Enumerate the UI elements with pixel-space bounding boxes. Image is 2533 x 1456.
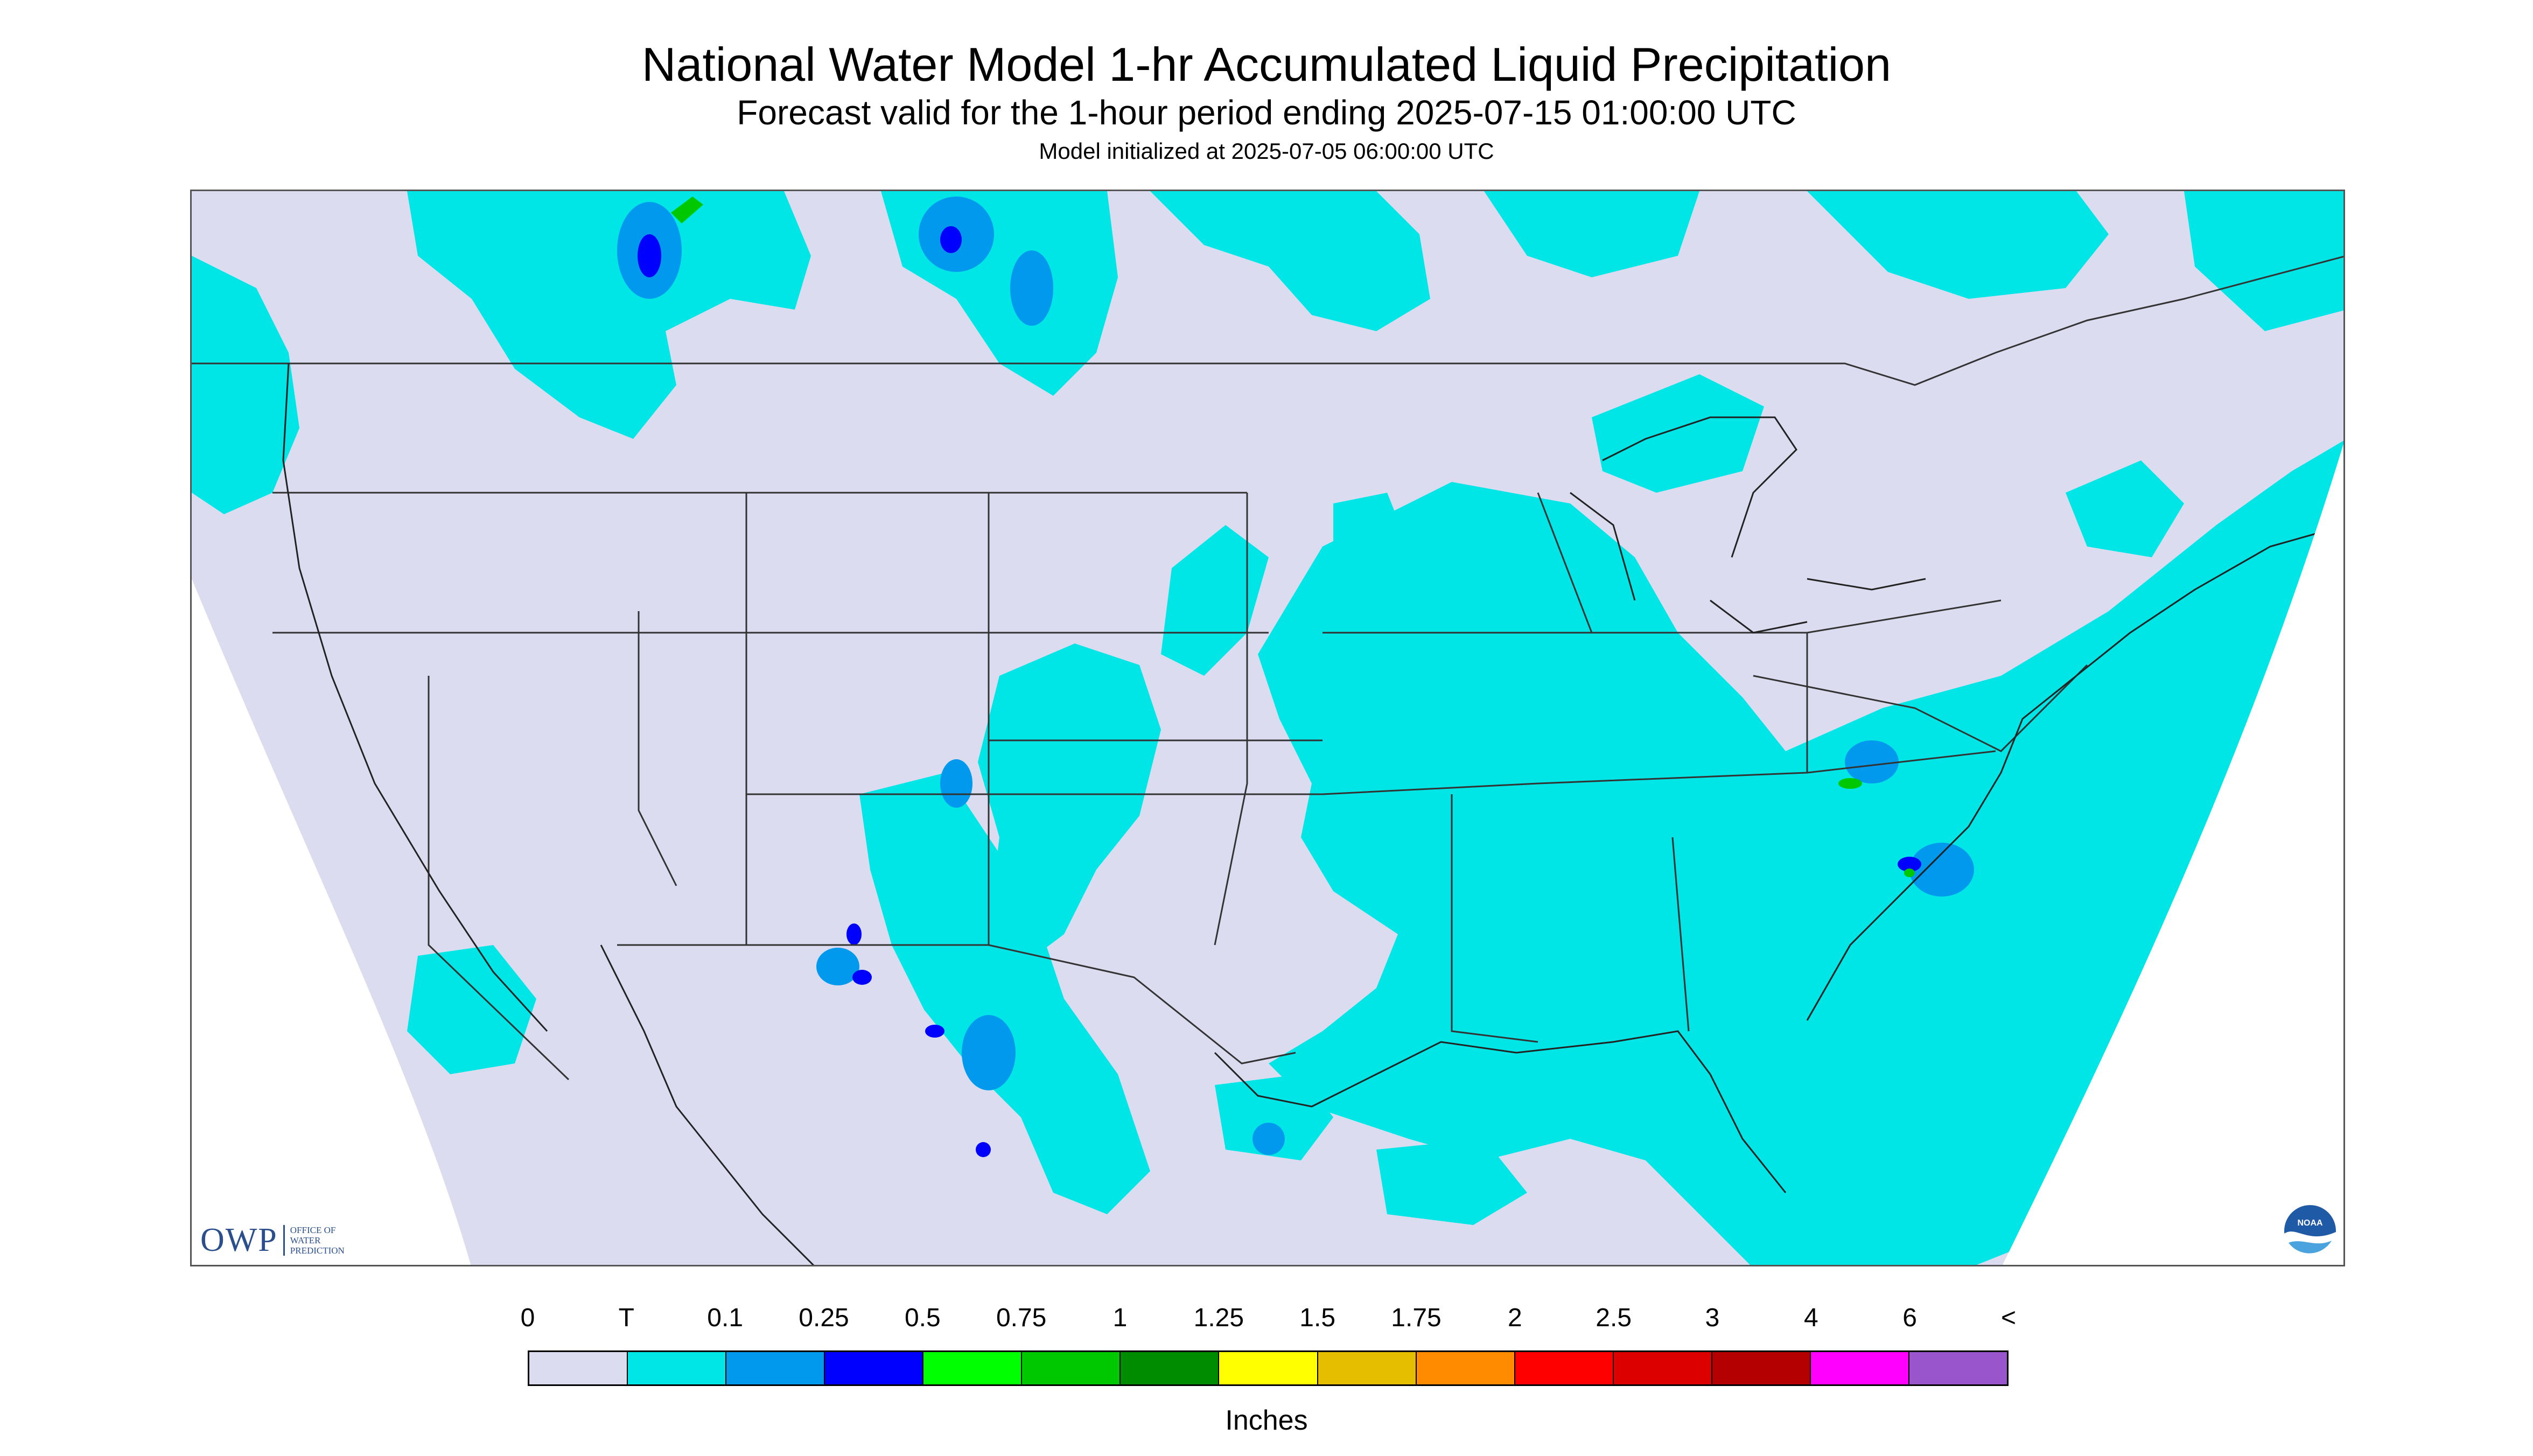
coastlines [282,363,2343,1265]
legend-swatch [726,1352,825,1384]
legend-swatch [1022,1352,1121,1384]
legend-label: 3 [1705,1304,1720,1332]
moderate-precip-areas [638,226,1921,1157]
legend-swatch [529,1352,628,1384]
legend-color-bar [528,1350,2009,1386]
legend-swatch [1810,1352,1909,1384]
legend-swatch [1712,1352,1811,1384]
owp-logo-mark: OWP [200,1221,278,1258]
legend-swatch [1515,1352,1614,1384]
legend-label: 1.5 [1299,1304,1336,1332]
legend-label: T [618,1304,634,1332]
legend-swatch [825,1352,924,1384]
map-canvas [192,191,2343,1265]
heavy-precip-cores [671,197,1915,877]
map-title: National Water Model 1-hr Accumulated Li… [641,38,1892,91]
legend-units: Inches [1225,1405,1308,1436]
legend-label: 1.25 [1193,1304,1244,1332]
legend-swatch [628,1352,727,1384]
legend-swatch [1121,1352,1220,1384]
legend-swatch [1318,1352,1417,1384]
trace-precip-areas [192,191,2343,1265]
owp-logo-line-3: PREDICTION [290,1245,345,1256]
legend-label: 0.25 [799,1304,849,1332]
legend-swatch [923,1352,1023,1384]
legend-label: 0 [520,1304,535,1332]
precip-layer [192,191,2343,1265]
political-borders [192,255,2343,1081]
owp-logo-line-2: WATER [290,1235,321,1245]
legend-label: 4 [1803,1304,1818,1332]
legend-label: 1.75 [1391,1304,1442,1332]
owp-logo: OWP OFFICE OF WATER PREDICTION [200,1221,355,1259]
legend-label: 0.1 [707,1304,744,1332]
legend-label: 2.5 [1596,1304,1632,1332]
noaa-logo-icon: NOAA [2283,1204,2337,1262]
legend-labels: 0 T 0.1 0.25 0.5 0.75 1 1.25 1.5 1.75 2 2.5 3 4 6 < [0,1303,2533,1335]
noaa-logo-text: NOAA [2297,1219,2323,1228]
legend-label: 0.75 [996,1304,1047,1332]
legend-swatch [1909,1352,2007,1384]
legend-label: 0.5 [904,1304,941,1332]
owp-logo-line-1: OFFICE OF [290,1224,336,1235]
legend-label: 2 [1507,1304,1522,1332]
legend-swatch [1613,1352,1712,1384]
legend-label: < [2000,1304,2017,1332]
model-init-text: Model initialized at 2025-07-05 06:00:00… [1039,138,1494,164]
precipitation-map [190,190,2345,1266]
legend-label: 6 [1902,1304,1918,1332]
legend-swatch [1219,1352,1318,1384]
forecast-valid-subtitle: Forecast valid for the 1-hour period end… [737,93,1796,132]
legend-swatch [1416,1352,1515,1384]
owp-logo-text: OFFICE OF WATER PREDICTION [283,1224,355,1256]
legend-label: 1 [1112,1304,1128,1332]
